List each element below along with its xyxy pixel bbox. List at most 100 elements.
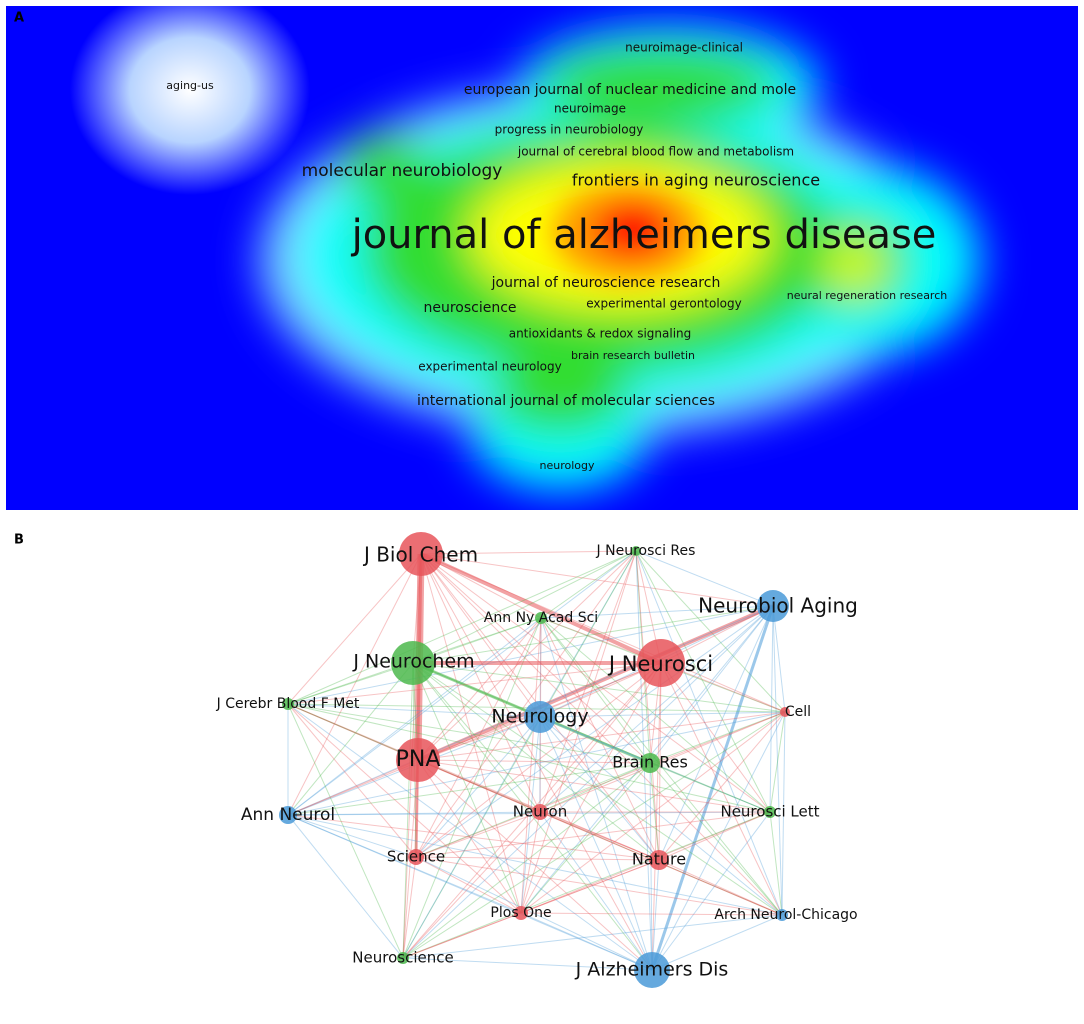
network-node: [649, 850, 669, 870]
term-label: neural regeneration research: [787, 289, 948, 302]
network-edge: [540, 617, 651, 764]
network-edge: [772, 605, 786, 713]
network-edge: [539, 716, 660, 861]
network-edge: [769, 711, 786, 813]
network-edge: [420, 553, 522, 914]
network-edge: [287, 711, 786, 816]
network-edge: [415, 662, 662, 858]
network-edge: [287, 811, 771, 816]
network-edge: [420, 553, 783, 916]
network-edge: [415, 617, 542, 858]
term-label: brain research bulletin: [571, 349, 695, 362]
node-label: Cell: [785, 704, 811, 720]
term-label: journal of neuroscience research: [491, 275, 721, 291]
network-edge: [412, 617, 542, 664]
network-edge: [402, 550, 637, 959]
network-edge: [402, 811, 541, 959]
network-edge: [520, 716, 541, 914]
network-edge: [415, 811, 541, 858]
network-edge: [420, 550, 637, 555]
network-edge: [402, 605, 774, 959]
network-edge: [650, 605, 775, 971]
network-edge: [520, 762, 651, 914]
network-edge: [412, 662, 653, 971]
network-edge: [540, 550, 637, 619]
network-edge: [649, 605, 774, 764]
network-edge: [287, 703, 653, 971]
network-edge: [539, 762, 651, 813]
network-edge: [660, 662, 783, 916]
network-edge: [649, 762, 653, 971]
network-edge: [649, 762, 783, 916]
network-node: [640, 753, 660, 773]
network-node: [397, 952, 409, 964]
network-node: [524, 701, 556, 733]
network-edge: [417, 759, 651, 764]
network-edge: [415, 550, 637, 858]
network-edge: [540, 605, 774, 619]
term-labels: neuroimage-clinical aging-us european jour…: [166, 41, 947, 473]
network-edge: [287, 553, 422, 816]
network-edge: [520, 617, 542, 914]
network-edge: [635, 550, 660, 861]
network-edge: [402, 859, 660, 959]
network-edge: [415, 605, 774, 858]
network-edge: [651, 811, 771, 971]
density-halo: [70, 6, 310, 195]
network-edge: [660, 662, 771, 813]
network-node: [776, 909, 788, 921]
network-edge: [287, 662, 662, 816]
node-label: Neurobiol Aging: [698, 594, 858, 618]
network-edge: [658, 662, 662, 861]
network-edge: [412, 605, 774, 664]
network-edge: [520, 662, 662, 914]
term-label: antioxidants & redox signaling: [509, 327, 692, 341]
node-label: Plos One: [490, 905, 551, 921]
network-edge: [287, 703, 651, 764]
network-edge: [539, 716, 783, 916]
network-edge: [402, 716, 541, 959]
network-edge: [417, 550, 637, 761]
term-label: neuroimage-clinical: [625, 41, 743, 55]
network-edge: [402, 811, 771, 959]
node-label: Brain Res: [612, 753, 688, 772]
network-edge: [539, 716, 651, 764]
network-edge: [658, 605, 774, 861]
network-edge: [539, 662, 662, 813]
network-edge: [420, 553, 541, 718]
network-edge: [287, 703, 771, 813]
term-label: neuroimage: [554, 102, 626, 116]
node-label: Neuroscience: [352, 949, 453, 967]
network-edge: [287, 814, 783, 916]
network-edge: [658, 811, 771, 861]
network-edge: [415, 856, 783, 916]
node-label: J Alzheimers Dis: [575, 959, 729, 981]
term-label: journal of cerebral blood flow and metab…: [517, 145, 794, 159]
network-edge: [540, 617, 771, 813]
network-edge: [287, 550, 637, 705]
network-edge: [417, 759, 771, 813]
network-edge: [402, 617, 542, 959]
network-edge: [415, 811, 771, 858]
term-label: aging-us: [166, 79, 214, 92]
network-edge: [420, 552, 662, 665]
network-node: [637, 639, 685, 687]
network-edge: [402, 762, 651, 959]
network-edge: [287, 605, 774, 705]
network-edge: [417, 759, 522, 914]
network-edge: [520, 912, 653, 971]
network-node: [532, 804, 548, 820]
network-edge: [520, 811, 541, 914]
network-edge: [635, 550, 774, 607]
network-edge: [415, 711, 786, 858]
network-edge: [651, 859, 660, 971]
network-edge: [651, 662, 662, 971]
network-edge: [540, 617, 660, 861]
network-edge: [287, 811, 541, 816]
network-node: [514, 906, 528, 920]
node-label: Neuron: [513, 803, 567, 821]
network-edge: [402, 662, 414, 959]
network-node: [399, 532, 443, 576]
network-edge: [539, 550, 637, 718]
